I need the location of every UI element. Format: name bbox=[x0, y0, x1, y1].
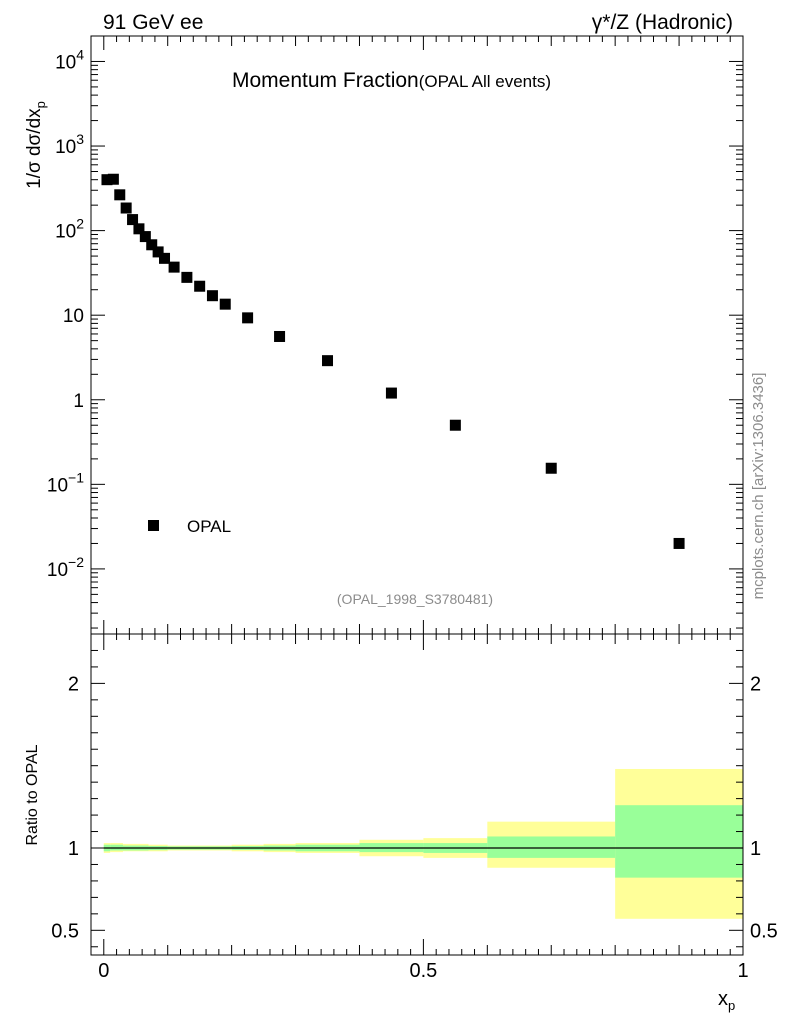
data-point bbox=[127, 214, 139, 226]
uncertainty-band-inner bbox=[615, 805, 743, 878]
x-axis-label-sub: p bbox=[728, 998, 735, 1013]
ratio-y-tick-label-left: 1 bbox=[68, 838, 79, 860]
main-y-tick-label-exp: −2 bbox=[68, 554, 84, 570]
uncertainty-band-inner bbox=[487, 836, 616, 858]
analysis-reference: (OPAL_1998_S3780481) bbox=[337, 591, 493, 607]
data-point bbox=[206, 290, 218, 302]
main-y-tick-label-exp: −1 bbox=[68, 469, 84, 485]
main-y-tick-label: 102 bbox=[55, 216, 84, 243]
data-point bbox=[101, 174, 113, 186]
main-y-tick-label-base: 10 bbox=[55, 52, 76, 73]
x-axis-label: xp bbox=[718, 988, 735, 1013]
ratio-y-tick-label-left: 2 bbox=[68, 673, 79, 695]
data-point bbox=[139, 231, 151, 243]
main-y-tick-label: 103 bbox=[55, 131, 84, 158]
data-point bbox=[107, 173, 119, 185]
main-y-tick-label-base: 10 bbox=[47, 560, 68, 581]
main-y-tick-label-base: 10 bbox=[47, 475, 68, 496]
data-point bbox=[322, 355, 334, 367]
main-y-tick-label-base: 10 bbox=[63, 306, 84, 327]
main-y-tick-label: 10−1 bbox=[47, 469, 84, 496]
legend-label: OPAL bbox=[187, 517, 231, 536]
plot-title-sub: (OPAL All events) bbox=[419, 72, 551, 91]
main-y-axis-label: 1/σ dσ/dxp bbox=[24, 101, 48, 189]
energy-label: 91 GeV ee bbox=[103, 11, 203, 34]
data-point bbox=[168, 261, 180, 273]
plot-title-main: Momentum Fraction bbox=[232, 69, 419, 92]
main-y-tick-label-exp: 4 bbox=[76, 46, 84, 62]
main-y-tick-label: 1 bbox=[73, 391, 84, 412]
main-y-tick-label: 10−2 bbox=[47, 554, 84, 581]
ratio-y-tick-label-right: 2 bbox=[750, 673, 761, 695]
main-plot-frame bbox=[90, 35, 744, 635]
data-point bbox=[242, 312, 254, 324]
ratio-plot: 0.5 0.51 12 20 0.5 1 bbox=[51, 633, 778, 982]
data-point bbox=[159, 252, 171, 264]
data-point bbox=[133, 223, 145, 235]
main-y-axis-label-sub: p bbox=[33, 101, 48, 108]
x-tick-label: 1 bbox=[737, 960, 748, 982]
main-y-tick-label-base: 10 bbox=[55, 137, 76, 158]
data-point bbox=[673, 537, 685, 549]
main-y-tick-label-base: 1 bbox=[73, 391, 84, 412]
ratio-y-axis-label: Ratio to OPAL bbox=[24, 744, 41, 845]
main-y-tick-label: 10 bbox=[63, 306, 84, 327]
process-label: γ*/Z (Hadronic) bbox=[592, 11, 733, 34]
x-tick-label: 0.5 bbox=[409, 960, 437, 982]
data-point bbox=[114, 189, 126, 201]
main-y-tick-label-exp: 3 bbox=[76, 131, 84, 147]
main-y-tick-label-base: 10 bbox=[55, 222, 76, 243]
source-side-label: mcplots.cern.ch [arXiv:1306.3436] bbox=[750, 373, 767, 600]
legend-marker bbox=[148, 520, 159, 531]
main-y-axis-label-base: 1/σ dσ/dx bbox=[24, 108, 45, 189]
data-point bbox=[152, 246, 164, 258]
data-point bbox=[146, 239, 158, 251]
data-point bbox=[385, 387, 397, 399]
data-point bbox=[120, 202, 132, 214]
x-tick-label: 0 bbox=[98, 960, 109, 982]
data-point bbox=[545, 462, 557, 474]
data-point bbox=[181, 271, 193, 283]
main-y-tick-label-exp: 2 bbox=[76, 216, 84, 232]
ratio-y-tick-label-right: 1 bbox=[750, 838, 761, 860]
data-point bbox=[274, 330, 286, 342]
ratio-y-tick-label-left: 0.5 bbox=[51, 920, 79, 942]
data-point bbox=[219, 298, 231, 310]
ratio-plot-frame bbox=[90, 633, 744, 956]
data-point bbox=[449, 419, 461, 431]
main-y-tick-label: 104 bbox=[55, 46, 84, 73]
x-axis-label-base: x bbox=[718, 988, 728, 1010]
plot-title: Momentum Fraction(OPAL All events) bbox=[232, 69, 551, 92]
data-point bbox=[194, 280, 206, 292]
ratio-y-tick-label-right: 0.5 bbox=[750, 920, 778, 942]
